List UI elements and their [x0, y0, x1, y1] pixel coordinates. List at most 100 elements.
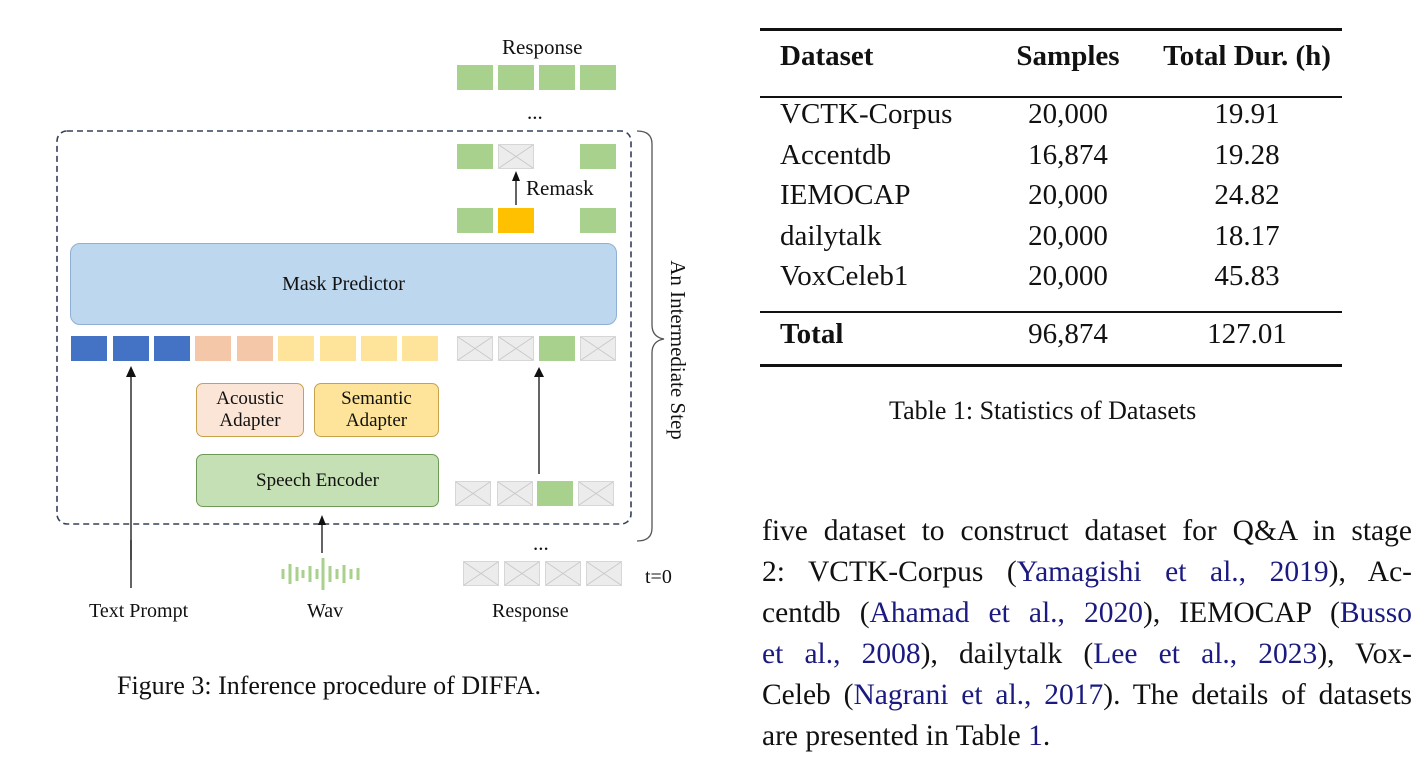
- mask-predictor-label: Mask Predictor: [282, 273, 405, 295]
- header-dataset: Dataset: [780, 40, 874, 72]
- low-confidence-token: [498, 208, 534, 233]
- acoustic-token: [195, 336, 231, 361]
- t0-label: t=0: [645, 566, 672, 588]
- speech-encoder-block: Speech Encoder: [196, 454, 439, 507]
- text-line: et al., 2008), dailytalk (Lee et al., 20…: [762, 634, 1412, 675]
- bottom-ellipsis: ...: [533, 531, 549, 555]
- text: .: [1042, 720, 1051, 752]
- response-token: [457, 65, 493, 90]
- citation-link[interactable]: Lee et al., 2023: [1093, 638, 1318, 670]
- response-token: [580, 144, 616, 169]
- bottom-rule: [760, 364, 1342, 367]
- text-prompt-arrow-tail: [130, 540, 132, 588]
- body-paragraph: five dataset to construct dataset for Q&…: [762, 511, 1412, 757]
- mask-token: [455, 481, 491, 506]
- acoustic-adapter-line1: Acoustic: [216, 388, 284, 409]
- response-token: [498, 65, 534, 90]
- response-arrowhead: [534, 367, 544, 377]
- cell-samples: 16,874: [1028, 139, 1108, 171]
- cell-duration: 45.83: [1214, 260, 1280, 292]
- text-line: 2: VCTK-Corpus (Yamagishi et al., 2019),…: [762, 552, 1412, 593]
- figure-caption: Figure 3: Inference procedure of DIFFA.: [117, 671, 542, 700]
- cell-duration: 19.28: [1214, 139, 1280, 171]
- mask-token: [504, 561, 540, 586]
- acoustic-adapter-block: Acoustic Adapter: [196, 383, 304, 437]
- text: Celeb (: [762, 679, 854, 711]
- response-token: [457, 208, 493, 233]
- semantic-adapter-block: Semantic Adapter: [314, 383, 439, 437]
- header-samples: Samples: [1016, 40, 1120, 72]
- semantic-token: [402, 336, 438, 361]
- text: ). The details of datasets: [1103, 679, 1412, 711]
- cell-dataset: IEMOCAP: [780, 179, 911, 211]
- mask-token: [498, 336, 534, 361]
- citation-link[interactable]: Busso: [1339, 597, 1412, 629]
- mask-token: [586, 561, 622, 586]
- curly-bracket: [636, 130, 665, 542]
- semantic-adapter-line1: Semantic: [341, 388, 412, 409]
- text-token: [154, 336, 190, 361]
- mask-token: [463, 561, 499, 586]
- mask-token: [457, 336, 493, 361]
- top-response-label: Response: [502, 35, 583, 59]
- response-token: [580, 65, 616, 90]
- mask-token: [498, 144, 534, 169]
- text: 2: VCTK-Corpus (: [762, 556, 1017, 588]
- text-token: [71, 336, 107, 361]
- mask-token: [580, 336, 616, 361]
- cell-duration: 19.91: [1214, 98, 1280, 130]
- mask-token: [545, 561, 581, 586]
- citation-link[interactable]: Nagrani et al., 2017: [853, 679, 1104, 711]
- response-token: [537, 481, 573, 506]
- text: ), Ac-: [1328, 556, 1412, 588]
- cell-total-samples: 96,874: [1028, 318, 1108, 350]
- cell-dataset: VCTK-Corpus: [780, 98, 953, 130]
- text: ), Vox-: [1317, 638, 1412, 670]
- semantic-token: [278, 336, 314, 361]
- speech-encoder-label: Speech Encoder: [256, 469, 379, 491]
- mask-predictor-block: Mask Predictor: [70, 243, 617, 325]
- wav-arrowhead: [318, 515, 326, 525]
- remask-label: Remask: [526, 176, 594, 200]
- text: ), IEMOCAP (: [1143, 597, 1340, 629]
- text-token: [113, 336, 149, 361]
- cell-duration: 24.82: [1214, 179, 1280, 211]
- citation-link[interactable]: et al., 2008: [762, 638, 921, 670]
- citation-link[interactable]: Yamagishi et al., 2019: [1016, 556, 1329, 588]
- text-prompt-arrowhead: [126, 366, 136, 377]
- cell-dataset: dailytalk: [780, 220, 882, 252]
- text-line: centdb (Ahamad et al., 2020), IEMOCAP (B…: [762, 593, 1412, 634]
- header-rule: [760, 96, 1342, 98]
- text-line: five dataset to construct dataset for Q&…: [762, 511, 1412, 552]
- wav-label: Wav: [307, 600, 344, 622]
- cell-samples: 20,000: [1028, 220, 1108, 252]
- bracket-label: An Intermediate Step: [666, 260, 690, 440]
- mask-token: [497, 481, 533, 506]
- text: centdb (: [762, 597, 870, 629]
- intermediate-step-frame: [56, 130, 665, 560]
- response-token: [539, 65, 575, 90]
- table-ref-link[interactable]: 1: [1028, 720, 1043, 752]
- cell-duration: 18.17: [1214, 220, 1280, 252]
- remask-arrowhead: [512, 171, 520, 181]
- bottom-response-label: Response: [492, 600, 569, 622]
- text: ), dailytalk (: [920, 638, 1094, 670]
- text-prompt-label: Text Prompt: [89, 600, 189, 622]
- response-token: [457, 144, 493, 169]
- table-caption: Table 1: Statistics of Datasets: [889, 396, 1197, 425]
- acoustic-adapter-line2: Adapter: [219, 410, 281, 431]
- text: five dataset to construct dataset for Q&…: [762, 515, 1412, 547]
- semantic-token: [361, 336, 397, 361]
- cell-samples: 20,000: [1028, 260, 1108, 292]
- text-line: Celeb (Nagrani et al., 2017). The detail…: [762, 675, 1412, 716]
- total-rule: [760, 311, 1342, 313]
- semantic-adapter-line2: Adapter: [345, 410, 408, 431]
- response-token: [539, 336, 575, 361]
- response-token: [580, 208, 616, 233]
- text-line: are presented in Table 1.: [762, 716, 1412, 757]
- dashed-border: [56, 130, 632, 525]
- cell-samples: 20,000: [1028, 179, 1108, 211]
- cell-dataset: VoxCeleb1: [780, 260, 909, 292]
- citation-link[interactable]: Ahamad et al., 2020: [869, 597, 1144, 629]
- cell-total-duration: 127.01: [1207, 318, 1287, 350]
